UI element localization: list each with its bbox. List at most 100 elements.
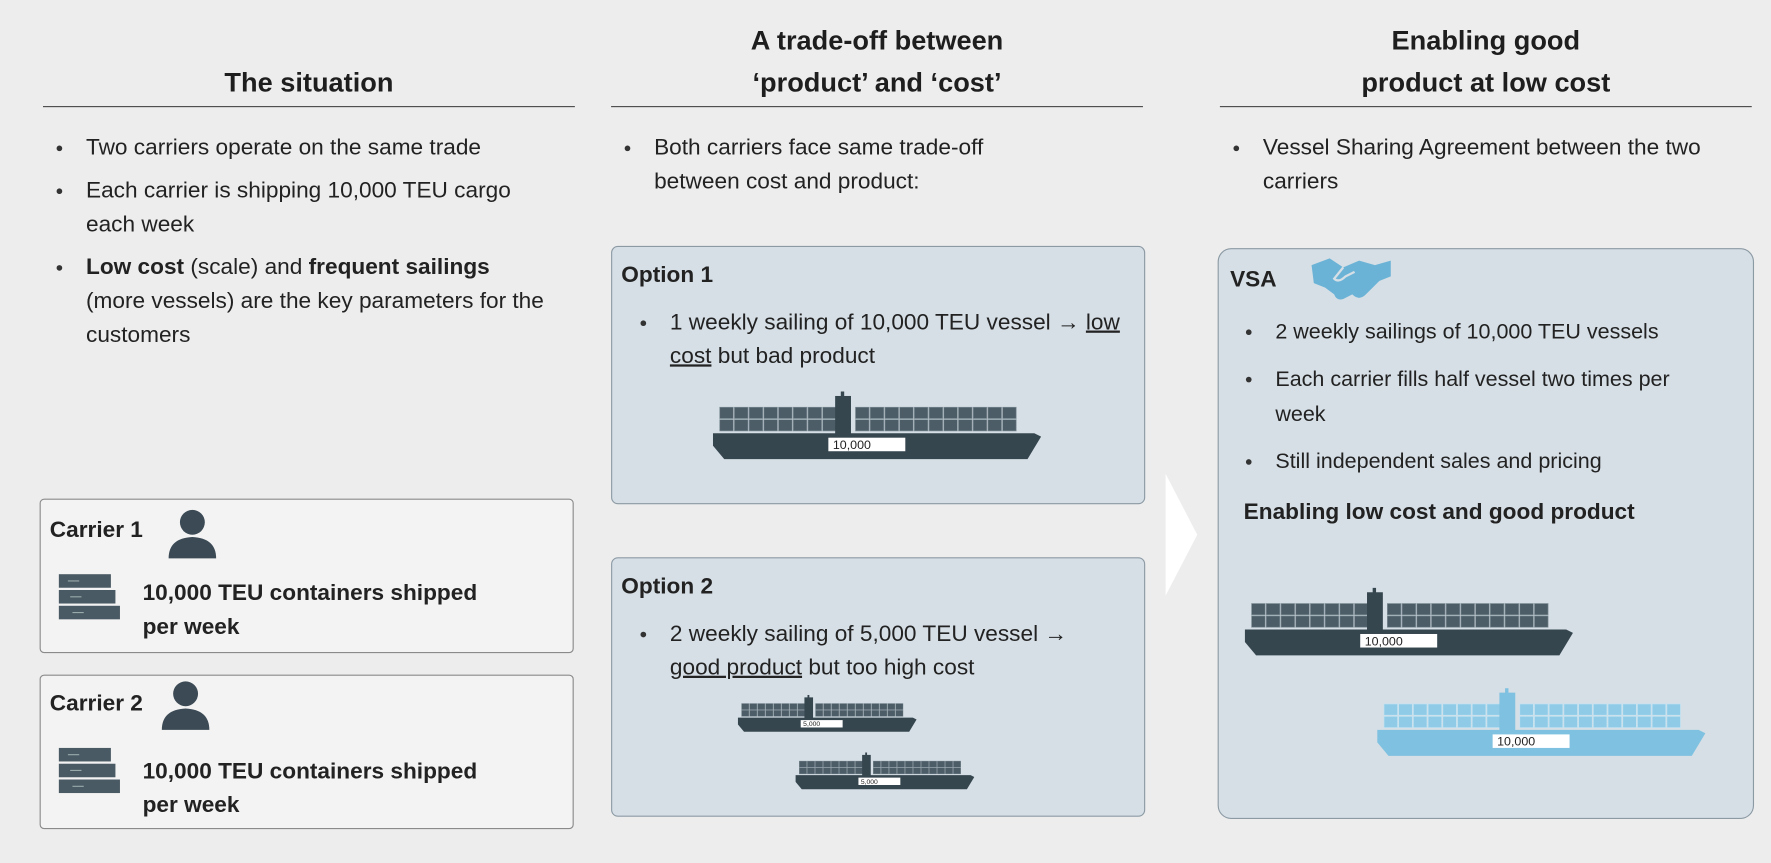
container: [840, 710, 847, 716]
container: [1652, 704, 1666, 715]
container: [839, 761, 846, 767]
container: [880, 710, 887, 716]
container: [1413, 716, 1427, 727]
container: [958, 420, 972, 431]
container: [1505, 604, 1519, 615]
container: [881, 761, 888, 767]
container: [798, 710, 805, 716]
container: [937, 761, 944, 767]
container: [1281, 604, 1295, 615]
container: [848, 710, 855, 716]
rule: [1220, 106, 1752, 107]
bullet-text: but too high cost: [802, 655, 974, 680]
container: [734, 420, 748, 431]
container: [720, 420, 734, 431]
mast: [1505, 688, 1508, 695]
container: [1355, 604, 1369, 615]
container: [864, 704, 871, 710]
container: [807, 768, 814, 774]
container: [790, 704, 797, 710]
container: [1325, 616, 1339, 627]
container: [1579, 716, 1593, 727]
container: [1520, 716, 1534, 727]
container: [1003, 420, 1017, 431]
container: [870, 407, 884, 418]
container: [793, 420, 807, 431]
container: [720, 407, 734, 418]
container: [914, 407, 928, 418]
container: [973, 420, 987, 431]
handshake-icon: [1309, 254, 1393, 304]
container: [870, 420, 884, 431]
carrier-box: Carrier 2 10,000 TEU containers shipped …: [40, 675, 574, 830]
ship: 5,000: [738, 695, 917, 733]
container: [1399, 716, 1413, 727]
bullet-list: 1 weekly sailing of 10,000 TEU vessel → …: [627, 306, 1136, 383]
bullet-list: 2 weekly sailings of 10,000 TEU vesselsE…: [1232, 315, 1723, 492]
bullet-text: Vessel Sharing Agreement between the two…: [1263, 135, 1701, 194]
carrier-name: Carrier 1: [50, 518, 143, 544]
bullet-list: Vessel Sharing Agreement between the two…: [1220, 131, 1743, 208]
container: [1461, 604, 1475, 615]
chevron: [1163, 472, 1199, 598]
container: [1387, 616, 1401, 627]
container: [764, 407, 778, 418]
container: [881, 768, 888, 774]
carrier-text: 10,000 TEU containers shipped per week: [143, 576, 482, 644]
bridge: [862, 755, 871, 776]
container: [856, 704, 863, 710]
container: [1520, 616, 1534, 627]
container: [1593, 716, 1607, 727]
container: [1652, 716, 1666, 727]
container-icon: [57, 572, 123, 622]
title-line: Enabling good: [1220, 20, 1752, 62]
container: [1428, 704, 1442, 715]
container: [905, 768, 912, 774]
person-icon: [158, 678, 215, 732]
container: [855, 761, 862, 767]
container: [1623, 716, 1637, 727]
container: [888, 710, 895, 716]
container: [945, 768, 952, 774]
bullet-text: frequent sailings: [309, 255, 490, 280]
container: [1413, 704, 1427, 715]
container: [1593, 704, 1607, 715]
title-line: A trade-off between: [611, 20, 1143, 62]
bullet-text: good product: [670, 655, 802, 680]
container: [815, 768, 822, 774]
container: [1667, 716, 1681, 727]
container: [973, 407, 987, 418]
container: [774, 710, 781, 716]
container: [774, 704, 781, 710]
mast: [865, 752, 867, 756]
bullet-list: Two carriers operate on the same trade Ea…: [43, 131, 554, 361]
container: [889, 761, 896, 767]
ship-label: 5,000: [803, 721, 820, 728]
container: [1564, 716, 1578, 727]
container: [1432, 604, 1446, 615]
bullet-text: Low cost: [86, 255, 184, 280]
container: [815, 761, 822, 767]
container: [929, 407, 943, 418]
container: [1387, 604, 1401, 615]
container: [1417, 616, 1431, 627]
bridge: [804, 697, 813, 718]
bullet: Each carrier is shipping 10,000 TEU carg…: [43, 174, 554, 242]
bullet: Low cost (scale) and frequent sailings (…: [43, 250, 554, 352]
container: [953, 761, 960, 767]
option-box: Option 1 1 weekly sailing of 10,000 TEU …: [611, 246, 1145, 504]
container: [808, 407, 822, 418]
bullet: Vessel Sharing Agreement between the two…: [1220, 131, 1743, 199]
container: [937, 768, 944, 774]
bullet: Two carriers operate on the same trade: [43, 131, 554, 165]
container: [764, 420, 778, 431]
container: [1637, 716, 1651, 727]
container: [758, 710, 765, 716]
bullet: Both carriers face same trade-off betwee…: [611, 131, 1064, 199]
container: [1534, 616, 1548, 627]
bullet-text: Two carriers operate on the same trade: [86, 135, 481, 160]
bullet-text: Both carriers face same trade-off betwee…: [654, 135, 983, 194]
container: [799, 761, 806, 767]
bullet-text: Still independent sales and pricing: [1275, 450, 1601, 474]
ship: 10,000: [1245, 588, 1573, 658]
